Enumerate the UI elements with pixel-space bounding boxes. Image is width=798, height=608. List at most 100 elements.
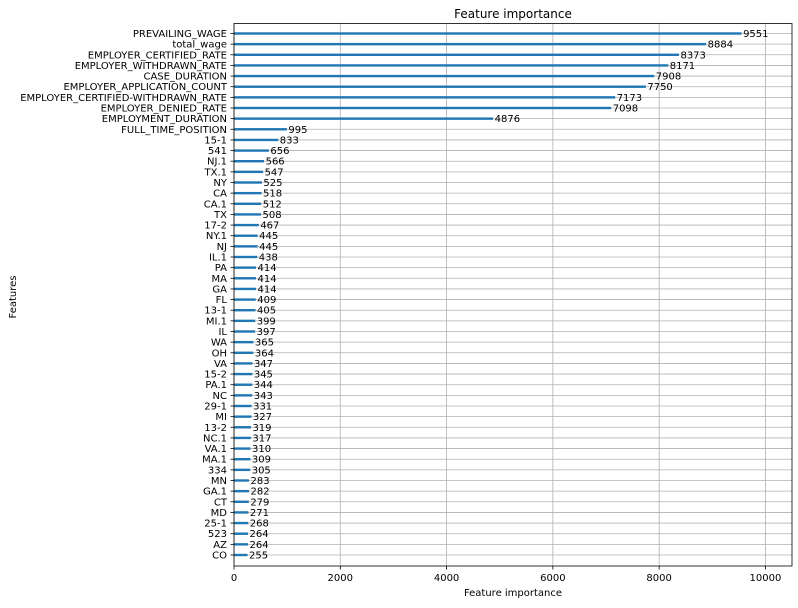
x-tick-label: 4000 — [434, 573, 459, 584]
chart-title: Feature importance — [454, 7, 572, 21]
y-tick-label: AZ — [213, 540, 227, 551]
y-tick-label: VA.1 — [205, 444, 227, 455]
y-tick-label: 15-1 — [204, 135, 227, 146]
y-tick-label: WA — [211, 338, 227, 349]
bar-value-label: 282 — [250, 487, 269, 498]
bar — [234, 319, 256, 323]
bar-value-label: 414 — [258, 263, 277, 274]
bar — [234, 489, 249, 493]
y-tick-label: EMPLOYER_APPLICATION_COUNT — [63, 82, 227, 93]
bar — [234, 426, 251, 429]
y-tick-label: PA — [215, 263, 227, 274]
bar-value-label: 345 — [254, 370, 273, 381]
bar — [234, 362, 253, 365]
bar-value-label: 365 — [255, 338, 274, 349]
bar-value-label: 414 — [258, 284, 277, 295]
bar-value-label: 8373 — [680, 50, 705, 61]
bar — [234, 234, 258, 237]
bar-value-label: 268 — [250, 519, 269, 530]
bar-value-label: 8171 — [670, 61, 695, 72]
y-tick-label: CO — [212, 551, 227, 562]
y-tick-label: 25-1 — [204, 519, 227, 530]
bar — [234, 309, 256, 312]
bar — [234, 277, 257, 280]
y-tick-label: EMPLOYER_CERTIFIED_RATE — [88, 50, 227, 61]
y-tick-label: NC — [213, 391, 227, 402]
bar — [234, 202, 262, 205]
bar-value-label: 271 — [250, 508, 269, 519]
bar-value-label: 7908 — [656, 72, 681, 83]
bar — [234, 298, 256, 301]
bar — [234, 128, 287, 131]
bar — [234, 266, 257, 269]
y-tick-label: 13-1 — [204, 306, 227, 317]
bar — [234, 191, 262, 195]
y-tick-label: EMPLOYMENT_DURATION — [102, 114, 227, 125]
bar-value-label: 8884 — [708, 40, 733, 51]
bar-value-label: 343 — [254, 391, 273, 402]
bar — [234, 32, 742, 35]
y-tick-label: GA.1 — [203, 487, 227, 498]
y-tick-label: FULL_TIME_POSITION — [121, 125, 227, 136]
y-tick-label: IL — [218, 327, 227, 338]
y-tick-label: VA — [214, 359, 227, 370]
bar — [234, 394, 253, 397]
bar-value-label: 7098 — [613, 104, 638, 115]
y-tick-label: PA.1 — [205, 380, 227, 391]
y-tick-label: 17-2 — [204, 221, 227, 232]
y-tick-label: CA.1 — [204, 199, 227, 210]
bar — [234, 458, 251, 461]
bar — [234, 436, 251, 440]
y-tick-label: MA — [212, 274, 228, 285]
bar-value-label: 547 — [265, 167, 284, 178]
bar — [234, 117, 494, 120]
bar-layer — [234, 32, 742, 557]
y-tick-label: NJ — [217, 242, 227, 253]
bar — [234, 53, 679, 56]
bar-value-label: 319 — [252, 423, 271, 434]
bar-value-label: 508 — [262, 210, 281, 221]
y-tick-label: EMPLOYER_CERTIFIED-WITHDRAWN_RATE — [20, 93, 227, 104]
y-tick-label: 541 — [208, 146, 227, 157]
bar-value-label: 331 — [253, 402, 272, 413]
y-tick-label: 523 — [208, 529, 227, 540]
bar — [234, 340, 254, 344]
y-axis-label: Features — [8, 276, 19, 319]
y-tick-label: NC.1 — [203, 433, 227, 444]
bar-value-label: 566 — [266, 157, 285, 168]
bar — [234, 255, 258, 259]
bar — [234, 372, 253, 376]
y-tick-label: MD — [211, 508, 228, 519]
y-tick-label: 29-1 — [204, 402, 227, 413]
y-tick-label: IL.1 — [209, 253, 227, 264]
y-tick-label: MA.1 — [202, 455, 227, 466]
bar-value-label: 310 — [252, 444, 271, 455]
bar-value-label: 255 — [249, 551, 268, 562]
bar — [234, 138, 279, 142]
y-tick-label: TX.1 — [204, 167, 228, 178]
y-tick-label: MN — [211, 476, 227, 487]
bar-value-label: 347 — [254, 359, 273, 370]
bar-value-label: 414 — [258, 274, 277, 285]
bar-value-label: 467 — [260, 221, 279, 232]
x-tick-label: 2000 — [328, 573, 353, 584]
bar-value-label: 264 — [250, 540, 269, 551]
y-tick-label: MI — [215, 412, 227, 423]
x-tick-label: 6000 — [540, 573, 565, 584]
bar-value-label: 283 — [251, 476, 270, 487]
y-tick-label: 13-2 — [204, 423, 227, 434]
bar — [234, 553, 248, 557]
bar-value-label: 9551 — [743, 29, 768, 40]
x-tick-label: 0 — [231, 573, 237, 584]
bar — [234, 383, 253, 386]
bar-value-label: 397 — [257, 327, 276, 338]
y-tick-label: CT — [214, 497, 228, 508]
y-tick-label: NY.1 — [206, 231, 227, 242]
bar — [234, 170, 264, 174]
y-tick-label: EMPLOYER_WITHDRAWN_RATE — [75, 61, 227, 72]
bar-value-label: 512 — [263, 199, 282, 210]
x-tick-layer: 0 2000 4000 6000 8000 10000 — [231, 566, 781, 584]
bar — [234, 404, 252, 408]
